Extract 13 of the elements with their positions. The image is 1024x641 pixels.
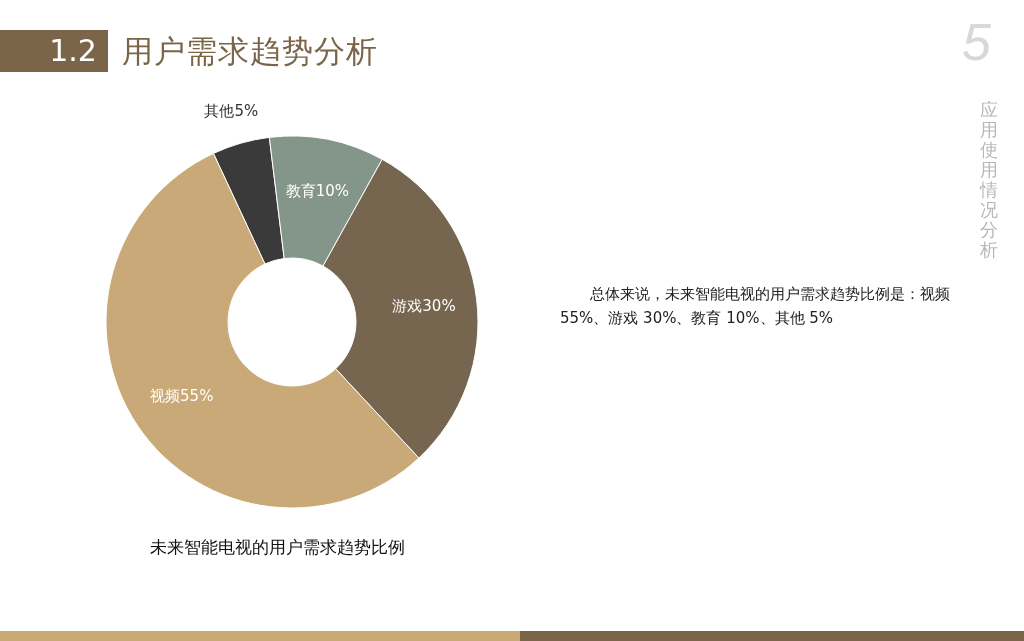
slice-label: 视频	[150, 387, 181, 406]
slice-label: 游戏	[392, 296, 423, 315]
text: 1.2	[48, 32, 98, 70]
data-label: 30%	[422, 296, 456, 315]
data-label: 10%	[315, 182, 350, 201]
slice-label: 教育	[285, 182, 316, 201]
text: 应用使用情况分析	[978, 99, 999, 260]
text: 未来智能电视的用户需求趋势比例	[150, 536, 405, 559]
text: 总体来说，未来智能电视的用户需求趋势比例是：视频 55%、游戏 30%、教育 10%、其他 5%	[560, 284, 951, 329]
chart-title: 用户需求趋势分析	[122, 32, 378, 71]
data-label: 5%	[234, 101, 259, 120]
slice-label: 其他	[204, 101, 235, 120]
data-label: 55%	[180, 387, 214, 406]
